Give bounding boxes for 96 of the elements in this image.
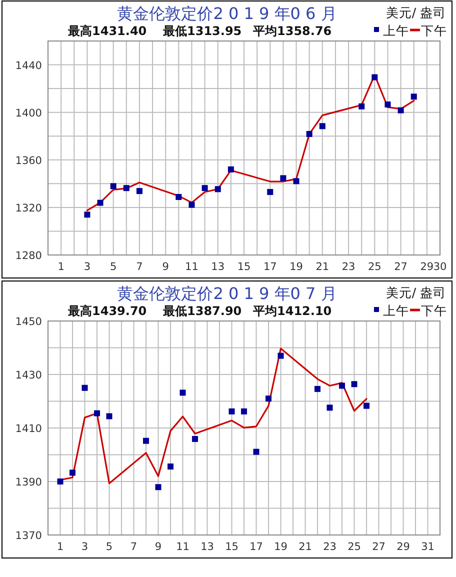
point [364, 402, 370, 409]
x-tick-label: 5 [110, 261, 117, 273]
x-tick-label: 23 [342, 261, 356, 273]
x-tick-label: 3 [84, 261, 91, 273]
x-tick-label: 15 [225, 541, 238, 553]
point [266, 396, 272, 402]
y-tick-label: 1430 [15, 370, 42, 382]
point [202, 185, 208, 192]
point [168, 464, 174, 470]
x-tick-label: 5 [106, 541, 113, 553]
x-tick-label: 11 [176, 541, 190, 553]
point [326, 404, 333, 411]
x-tick-label: 27 [372, 541, 386, 553]
point [314, 386, 320, 392]
y-tick-label: 1280 [15, 250, 42, 262]
x-tick-label: 31 [421, 541, 434, 553]
x-tick-label: 19 [290, 261, 303, 273]
point [306, 130, 312, 137]
text: 最低1387.90 [162, 304, 242, 318]
x-tick-label: 1 [58, 261, 64, 273]
text: 美元/ 盎司 [386, 285, 446, 300]
point [267, 188, 274, 195]
point [228, 166, 234, 172]
point [372, 74, 378, 80]
point [319, 123, 326, 130]
point [253, 448, 260, 455]
x-tick-label: 29 [420, 261, 434, 273]
point [57, 478, 64, 484]
text: 最高1431.40 [67, 24, 147, 38]
point [94, 410, 100, 416]
x-tick-label: 29 [396, 541, 410, 553]
text: 美元/ 盎司 [386, 5, 446, 20]
point [82, 384, 88, 391]
point [110, 183, 116, 190]
text: 平均1412.10 [252, 304, 332, 318]
x-tick-label: 27 [394, 261, 408, 273]
point [180, 390, 186, 396]
x-tick-label: 15 [237, 261, 251, 273]
y-tick-label: 1440 [15, 60, 42, 72]
x-tick-label: 21 [316, 261, 330, 273]
text: 最高1439.70 [67, 304, 147, 318]
y-tick-label: 1450 [15, 316, 42, 328]
x-tick-label: 11 [185, 261, 198, 273]
point [280, 175, 286, 182]
point [123, 185, 130, 192]
point [339, 382, 345, 389]
legend-label: 下午 [421, 23, 447, 38]
point [214, 186, 221, 192]
x-tick-label: 21 [298, 541, 312, 553]
legend-label: 上午 [383, 303, 409, 318]
point [241, 408, 247, 414]
point [84, 212, 90, 218]
x-tick-label: 25 [348, 541, 361, 553]
y-tick-label: 1390 [15, 476, 42, 488]
point [176, 194, 182, 200]
point [358, 103, 365, 110]
y-tick-label: 1370 [15, 530, 42, 542]
text: 平均1358.76 [252, 24, 332, 38]
point [188, 202, 195, 208]
y-tick-label: 1320 [15, 202, 42, 214]
point [136, 188, 142, 194]
point [351, 381, 358, 388]
point [192, 436, 198, 442]
point [97, 200, 104, 206]
x-tick-label: 17 [263, 261, 277, 273]
legend-label: 下午 [421, 303, 447, 318]
point [155, 484, 162, 490]
x-tick-label: 23 [323, 541, 336, 553]
legend-label: 上午 [383, 23, 409, 38]
x-tick-label: 13 [211, 261, 225, 273]
x-tick-label: 9 [154, 541, 162, 553]
x-tick-label: 17 [250, 541, 263, 553]
point [70, 470, 76, 476]
x-tick-label: 7 [136, 261, 143, 273]
x-tick-label: 7 [130, 541, 138, 553]
y-tick-label: 1400 [15, 107, 42, 120]
x-tick-label: 30 [433, 261, 447, 273]
chart-title: 黄金伦敦定价2 0 1 9 年0 6 月 [117, 4, 337, 23]
point [228, 408, 235, 414]
y-tick-label: 1410 [15, 423, 42, 435]
x-tick-label: 3 [81, 541, 88, 553]
point [293, 178, 300, 184]
x-tick-label: 9 [162, 261, 169, 273]
point [398, 107, 404, 114]
point [278, 352, 284, 359]
x-tick-label: 13 [200, 541, 214, 553]
x-tick-label: 1 [56, 541, 64, 553]
x-tick-label: 19 [274, 541, 288, 553]
y-tick-label: 1360 [15, 154, 42, 167]
text: 最低1313.95 [162, 24, 242, 38]
chart-title: 黄金伦敦定价2 0 1 9 年0 7 月 [117, 284, 337, 303]
point [106, 413, 112, 420]
x-tick-label: 25 [368, 261, 382, 273]
point [410, 94, 417, 100]
point [384, 101, 391, 108]
point [143, 438, 149, 444]
